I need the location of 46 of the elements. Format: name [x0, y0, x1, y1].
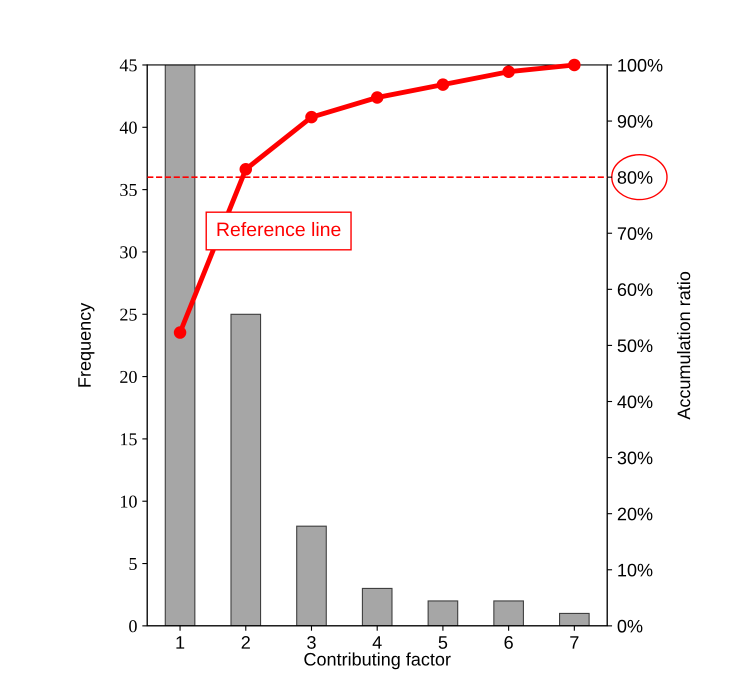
y-tick-label: 35	[120, 184, 137, 196]
y-tick-label: 40	[120, 122, 137, 134]
y-tick-label: 45	[120, 59, 137, 72]
point	[568, 58, 581, 72]
x-tick-label: 1	[176, 636, 184, 649]
y2-tick-label: 10%	[618, 564, 652, 576]
bar	[164, 64, 196, 626]
bar	[296, 526, 327, 626]
y-axis-title: Frequency	[78, 302, 94, 387]
bar	[230, 314, 262, 626]
point	[436, 78, 450, 91]
y2-axis-title: Accumulation ratio	[676, 272, 690, 420]
bar	[493, 600, 524, 626]
y-tick-label: 10	[121, 495, 137, 508]
point	[370, 91, 384, 104]
y2-tick-label: 80%	[618, 171, 652, 184]
x-tick-label: 6	[504, 636, 513, 649]
y2-tick-label: 40%	[617, 395, 652, 408]
bar	[428, 600, 458, 626]
bar	[559, 612, 590, 626]
y-tick-label: 30	[120, 246, 137, 258]
y2-tick-label: 20%	[618, 508, 652, 520]
x-axis-title: Contributing factor	[304, 652, 451, 670]
y2-tick-label: 70%	[618, 227, 652, 240]
y-tick-label: 15	[121, 433, 137, 446]
y-tick-label: 25	[120, 308, 137, 321]
point	[174, 326, 186, 339]
bar	[362, 588, 393, 626]
y2-tick-label: 100%	[618, 58, 662, 72]
y-tick-label: 20	[120, 370, 137, 384]
point	[240, 163, 252, 176]
x-tick-label: 5	[438, 636, 448, 649]
y-tick-label: 0	[129, 620, 137, 632]
y2-tick-label: 0%	[618, 620, 642, 633]
y2-tick-label: 60%	[618, 283, 652, 296]
ref-line-label: Reference line	[218, 222, 340, 236]
x-tick-label: 4	[372, 636, 382, 649]
x-tick-label: 7	[570, 636, 578, 649]
y2-tick-label: 30%	[618, 452, 652, 464]
x-tick-label: 2	[242, 636, 250, 649]
point	[502, 65, 515, 78]
y-tick-label: 5	[130, 558, 137, 570]
point	[305, 110, 318, 124]
y2-tick-label: 50%	[618, 339, 652, 352]
x-tick-label: 3	[307, 636, 316, 649]
y2-tick-label: 90%	[618, 115, 652, 128]
